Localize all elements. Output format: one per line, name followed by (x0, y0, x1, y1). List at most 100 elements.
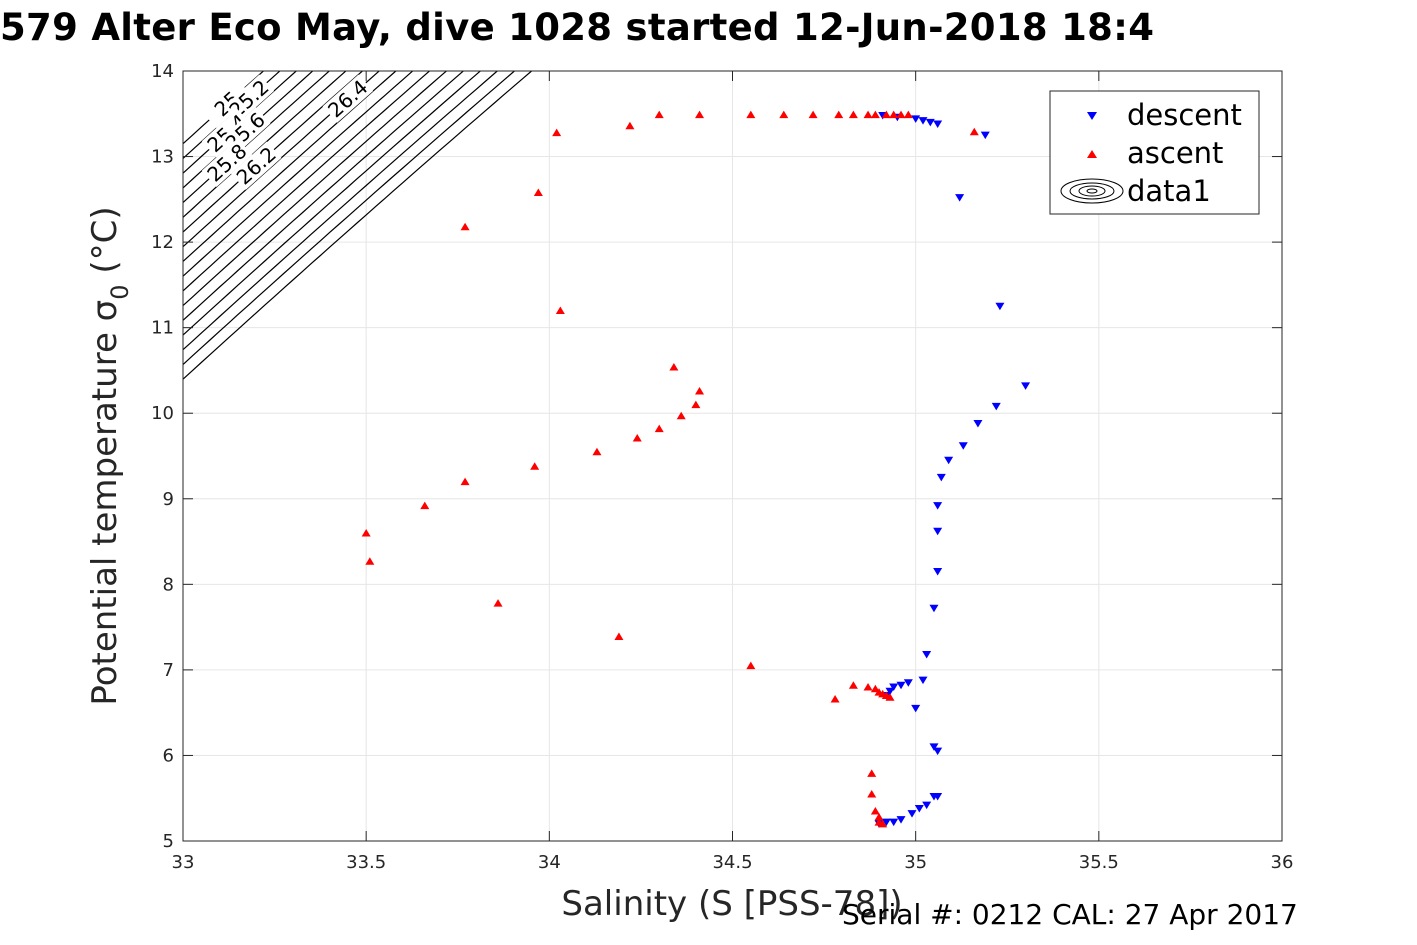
ascent-point (676, 411, 686, 420)
legend-ascent-label: ascent (1127, 136, 1223, 170)
ascent-point (870, 807, 880, 815)
x-tick-label: 34.5 (712, 852, 752, 873)
ascent-point (896, 110, 906, 119)
y-tick-label: 5 (163, 831, 174, 852)
y-tick-label: 11 (151, 318, 174, 339)
ascent-point (848, 110, 858, 119)
descent-point (933, 568, 943, 576)
descent-point (896, 681, 906, 690)
descent-point (944, 456, 954, 465)
y-tick-label: 9 (163, 489, 174, 510)
descent-point (991, 402, 1001, 411)
y-tick-label: 13 (151, 147, 174, 168)
descent-point (911, 704, 921, 713)
ascent-point (903, 110, 913, 119)
axis-ticks: 33 33.5 34 34.5 35 35.5 36 5 6 7 8 9 10 11 12 13 14 (151, 61, 1293, 873)
ascent-point (885, 693, 895, 701)
descent-point (918, 117, 928, 125)
ascent-point (493, 599, 503, 607)
ascent-point (779, 110, 789, 119)
serial-calibration-note: Serial #: 0212 CAL: 27 Apr 2017 (842, 898, 1298, 931)
legend-box (1049, 90, 1260, 215)
y-tick-label: 7 (163, 660, 174, 681)
ascent-point (830, 694, 840, 703)
ascent-point (460, 477, 470, 486)
ascent-point (654, 424, 664, 433)
contour-line-28 (183, 71, 516, 365)
ascent-point (669, 363, 679, 371)
density-contours (183, 71, 533, 380)
contour-line-28.2 (183, 71, 533, 380)
ascent-point (614, 632, 624, 641)
x-tick-label: 35.5 (1079, 852, 1119, 873)
descent-point (911, 115, 921, 123)
ascent-point (460, 222, 470, 231)
y-tick-label: 10 (151, 403, 174, 424)
ascent-point (889, 110, 899, 119)
descent-point (918, 676, 928, 685)
ascent-point (552, 128, 562, 137)
ascent-point (533, 188, 543, 196)
contour-line-26.8 (183, 71, 414, 277)
descent-point (889, 683, 899, 691)
contour-line-26.4 (183, 71, 381, 248)
descent-point (933, 793, 943, 801)
descent-point (896, 816, 906, 824)
descent-point (903, 679, 913, 687)
legend-descent-label: descent (1127, 98, 1242, 132)
x-tick-label: 33.5 (346, 852, 386, 873)
descent-point (914, 804, 924, 813)
y-axis-label-subscript: 0 (106, 284, 134, 299)
legend-ascent-marker (1087, 150, 1097, 158)
ascent-point (746, 110, 756, 119)
descent-point (929, 743, 939, 751)
ascent-point (867, 789, 877, 798)
descent-point (925, 118, 935, 127)
x-tick-label: 35 (904, 852, 927, 873)
series-ascent (361, 110, 979, 828)
ascent-point (863, 683, 873, 691)
ascent-point (365, 557, 375, 565)
descent-point (922, 650, 932, 659)
contour-label-bg (201, 138, 253, 187)
ascent-point (420, 501, 430, 510)
ascent-point (592, 447, 602, 456)
descent-point (1021, 382, 1031, 390)
descent-point (936, 473, 946, 482)
y-axis-label-unit: (°C) (85, 206, 125, 284)
descent-point (929, 604, 939, 613)
descent-point (885, 687, 895, 696)
descent-point (881, 818, 891, 827)
descent-point (995, 302, 1005, 311)
descent-point (955, 194, 965, 202)
descent-point (889, 818, 899, 827)
contour-line-27.4 (183, 71, 465, 321)
descent-point (933, 120, 943, 129)
contour-labels: 2525.225.425.625.826.226.4 (201, 74, 374, 190)
ascent-point (691, 400, 701, 409)
legend-contour-icon (1060, 178, 1124, 204)
ascent-point (632, 434, 642, 442)
chart-title: 579 Alter Eco May, dive 1028 started 12-… (0, 6, 1155, 49)
ascent-point (870, 110, 880, 119)
descent-point (973, 419, 983, 428)
ascent-point (695, 110, 705, 119)
ascent-point (361, 529, 371, 537)
ascent-point (848, 681, 858, 689)
contour-line-27.6 (183, 71, 482, 336)
x-tick-label: 36 (1271, 852, 1294, 873)
y-tick-label: 8 (163, 574, 174, 595)
descent-point (958, 442, 968, 450)
descent-point (933, 747, 943, 756)
contour-line-26.6 (183, 71, 397, 262)
contour-label-bg (322, 74, 374, 123)
descent-point (907, 810, 917, 818)
contour-line-27 (183, 71, 431, 292)
ascent-point (870, 684, 880, 693)
contour-line-27.2 (183, 71, 448, 307)
contour-label-bg (231, 141, 282, 190)
ascent-point (863, 110, 873, 119)
ascent-point (808, 110, 818, 119)
ascent-point (695, 386, 705, 395)
